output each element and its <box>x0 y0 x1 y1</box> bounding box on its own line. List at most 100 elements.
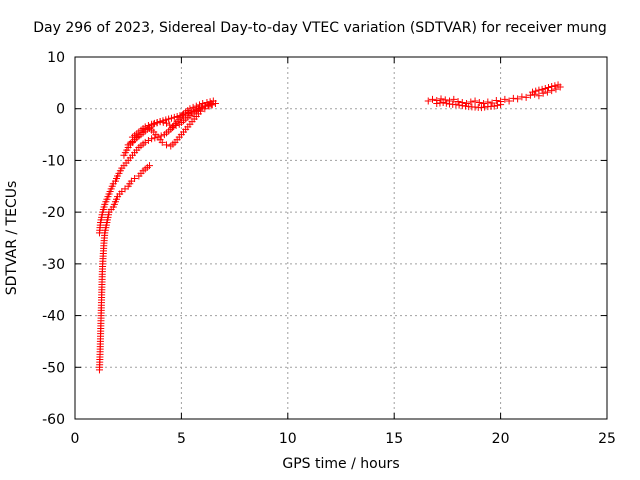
data-point <box>156 118 164 126</box>
data-point <box>492 96 500 104</box>
data-point <box>455 101 463 109</box>
data-point <box>145 162 153 170</box>
data-point <box>529 88 537 96</box>
data-point <box>131 175 139 183</box>
data-point <box>159 117 167 125</box>
y-tick-label: 10 <box>47 50 65 66</box>
data-point <box>424 97 432 105</box>
data-point <box>144 137 152 145</box>
data-point <box>450 95 458 103</box>
data-point <box>437 95 445 103</box>
data-point <box>436 99 444 107</box>
data-point <box>148 120 156 128</box>
data-point <box>548 82 556 90</box>
data-point <box>452 101 460 109</box>
data-point <box>429 95 437 103</box>
plot-frame <box>74 56 608 420</box>
data-point <box>433 100 441 108</box>
data-point <box>165 115 173 123</box>
data-point <box>514 95 522 103</box>
x-tick-label: 15 <box>385 431 403 447</box>
data-point <box>162 116 170 124</box>
data-point <box>184 109 192 117</box>
data-point <box>163 141 171 149</box>
data-point <box>170 113 178 121</box>
data-point <box>493 101 501 109</box>
data-point <box>518 93 526 101</box>
data-point <box>176 112 184 120</box>
data-point <box>196 105 204 113</box>
data-point <box>151 134 159 142</box>
x-tick-label: 25 <box>598 431 616 447</box>
data-point <box>173 112 181 120</box>
data-point <box>179 111 187 119</box>
data-point <box>207 100 215 108</box>
y-tick-label: -30 <box>42 257 65 273</box>
data-point <box>199 103 207 111</box>
data-point <box>186 105 194 113</box>
y-tick-label: -10 <box>42 153 65 169</box>
data-point <box>167 114 175 122</box>
data-point <box>554 81 562 89</box>
data-point <box>461 102 469 110</box>
data-point <box>475 99 483 107</box>
data-point <box>532 87 540 95</box>
axis-ticks: 0 5 10 15 20 25 10 0 -10 -20 -30 -40 -50 -60 <box>42 50 616 447</box>
data-point <box>166 121 174 129</box>
data-point <box>150 119 158 127</box>
data-point <box>439 99 447 107</box>
data-point <box>187 108 195 116</box>
data-point <box>141 123 149 131</box>
data-point <box>202 102 210 110</box>
data-point <box>551 82 559 90</box>
data-point <box>509 94 517 102</box>
grid-lines <box>75 57 607 419</box>
data-point <box>144 122 152 130</box>
data-point <box>148 135 156 143</box>
y-tick-label: -60 <box>42 412 65 428</box>
data-point <box>471 97 479 105</box>
data-point <box>442 99 450 107</box>
data-point <box>552 85 560 93</box>
data-point <box>193 106 201 114</box>
y-tick-label: -40 <box>42 309 65 325</box>
chart-title: Day 296 of 2023, Sidereal Day-to-day VTE… <box>33 20 607 36</box>
x-tick-label: 5 <box>177 431 186 447</box>
x-tick-label: 10 <box>279 431 297 447</box>
data-point <box>163 119 171 127</box>
x-tick-label: 0 <box>71 431 80 447</box>
data-point <box>172 122 180 130</box>
x-tick-label: 20 <box>492 431 510 447</box>
data-point <box>458 102 466 110</box>
data-point <box>539 89 547 97</box>
data-point <box>538 85 546 93</box>
data-point <box>535 86 543 94</box>
data-point <box>497 101 505 109</box>
x-axis-label: GPS time / hours <box>282 456 400 472</box>
data-point <box>522 93 530 101</box>
data-point <box>541 85 549 93</box>
data-point <box>481 103 489 111</box>
data-point <box>490 102 498 110</box>
data-point <box>153 119 161 127</box>
data-point <box>501 95 509 103</box>
y-tick-label: 0 <box>56 102 65 118</box>
y-tick-label: -50 <box>42 360 65 376</box>
data-point <box>505 97 513 105</box>
data-point <box>189 103 197 111</box>
data-point <box>169 123 177 131</box>
data-point <box>182 110 190 118</box>
data-point <box>480 100 488 108</box>
data-point <box>141 138 149 146</box>
data-point <box>544 84 552 92</box>
data-point <box>158 138 166 146</box>
data-point <box>157 132 165 140</box>
data-point <box>477 104 485 112</box>
data-point <box>543 88 551 96</box>
data-points <box>95 81 564 374</box>
data-point <box>467 98 475 106</box>
data-point <box>204 101 212 109</box>
y-tick-label: -20 <box>42 205 65 221</box>
data-point <box>190 107 198 115</box>
